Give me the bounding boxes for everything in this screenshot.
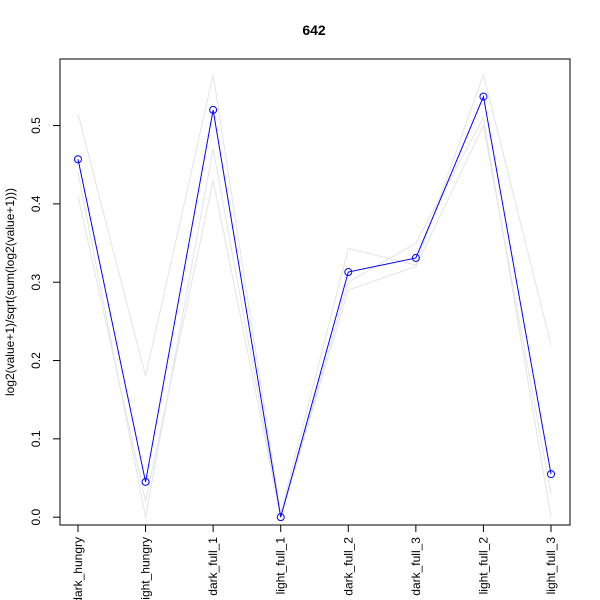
data-point [479,92,488,101]
y-tick-label: 0.0 [29,509,43,526]
x-tick-label: dark_full_2 [341,537,355,596]
x-axis-ticks: dark_hungry light_hungry dark_full_1 light_… [71,525,558,600]
data-point [209,105,218,114]
data-point [74,155,82,164]
plot-frame [59,58,571,526]
main-series-group [74,92,555,522]
y-axis-label: log2(value+1)/sqrt(sum(log2(value+1))) [3,188,17,396]
y-tick-label: 0.4 [29,195,43,212]
x-tick-label: dark_hungry [71,537,85,600]
x-tick-label: light_full_1 [274,537,288,595]
y-tick-label: 0.1 [29,430,43,447]
background-series-line [77,123,552,518]
data-point [141,477,150,486]
data-point [344,268,353,277]
y-tick-label: 0.3 [29,274,43,291]
background-series-line [77,116,552,518]
series-line [77,94,552,518]
y-tick-label: 0.5 [29,117,43,134]
data-point [276,513,285,522]
background-series-group [77,72,552,518]
x-tick-label: dark_full_1 [206,537,220,596]
data-point [411,253,420,262]
x-tick-label: light_full_2 [476,537,490,595]
y-tick-label: 0.2 [29,352,43,369]
data-point [547,470,555,479]
y-axis-ticks: 0.0 0.1 0.2 0.3 0.4 0.5 [29,117,60,526]
chart-title: 642 [302,22,326,38]
x-tick-label: dark_full_3 [409,537,423,596]
x-tick-label: light_full_3 [544,537,558,595]
x-tick-label: light_hungry [139,537,153,600]
background-series-line [77,72,552,514]
